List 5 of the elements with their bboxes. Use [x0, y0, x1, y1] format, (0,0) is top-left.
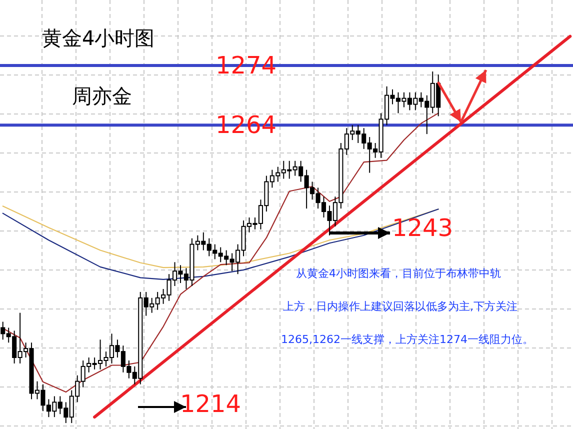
text: 从黄金4小时图来看，目前位于布林带中轨上方，日内操作上建议回落以低多为主,下方关注1265,1262一线支撑，上方关注1274一线阻力位。: [281, 267, 534, 346]
text: 黄金4小时图: [42, 26, 155, 50]
annotation: 1243: [392, 214, 454, 242]
annotation: 1214: [180, 390, 242, 418]
text: 周亦金: [72, 84, 132, 108]
